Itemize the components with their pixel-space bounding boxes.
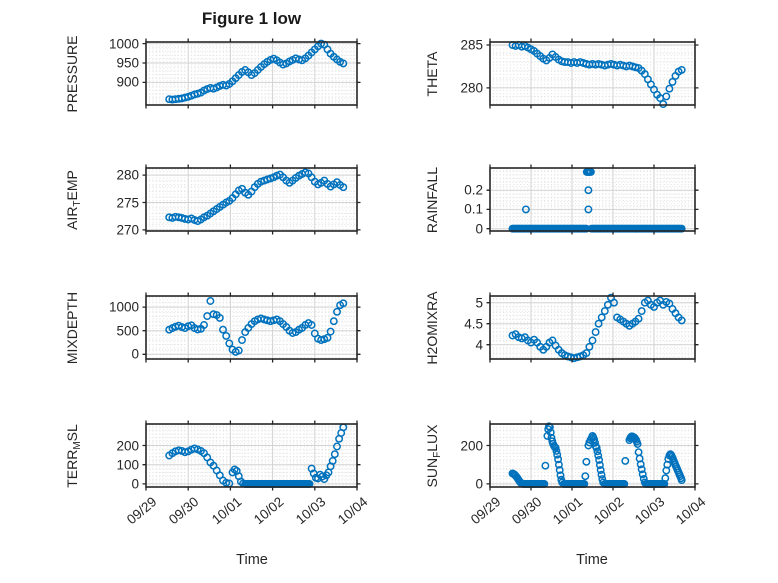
ylabel-subscript: T — [72, 199, 83, 207]
y-tick-label-air-temp-2: 280 — [116, 167, 139, 183]
tick-marks — [142, 164, 361, 235]
scatter-markers-air-temp — [165, 168, 348, 226]
axes-box — [145, 295, 358, 360]
scatter-markers-theta — [508, 41, 686, 109]
ylabel-sun-flux: SUNFLUX — [422, 376, 443, 536]
minor-grid — [490, 296, 695, 359]
y-tick-label-rainfall-0: 0 — [475, 221, 483, 237]
subplot-mixdepth — [142, 292, 361, 363]
y-tick-label-sun-flux-1: 200 — [460, 438, 483, 454]
axes-box — [145, 167, 358, 232]
scatter-markers-mixdepth — [165, 297, 348, 356]
subplot-sun-flux — [486, 420, 699, 491]
tick-marks — [486, 38, 699, 109]
tick-marks — [142, 420, 361, 491]
tick-marks — [486, 420, 699, 491]
y-tick-label-terr-msl-1: 100 — [116, 457, 139, 473]
ylabel-text: THETA — [424, 51, 440, 96]
ylabel-text: SUN — [424, 457, 440, 487]
ylabel-text: PRESSURE — [64, 34, 80, 113]
y-tick-label-mixdepth-1: 500 — [116, 323, 139, 339]
axes-box — [489, 167, 696, 232]
y-tick-label-h2omixra-0: 4 — [475, 337, 483, 353]
ylabel-text: SL — [64, 423, 80, 441]
subplot-theta — [486, 38, 699, 109]
axes-box — [145, 423, 358, 488]
scatter-markers-sun-flux — [508, 422, 686, 488]
tick-marks — [486, 292, 699, 363]
y-tick-label-air-temp-0: 270 — [116, 222, 139, 238]
ylabel-terr-msl: TERRMSL — [62, 376, 83, 536]
y-tick-label-sun-flux-0: 0 — [475, 476, 483, 492]
y-tick-label-terr-msl-2: 200 — [116, 438, 139, 454]
subplot-terr-msl — [142, 420, 361, 491]
axes-box — [145, 41, 358, 106]
major-grid — [490, 424, 695, 487]
tick-marks — [486, 164, 699, 235]
major-grid — [490, 42, 695, 105]
subplot-rainfall — [486, 164, 699, 235]
minor-grid — [490, 168, 695, 231]
subplot-pressure — [142, 38, 361, 109]
xlabel-time-right: Time — [576, 552, 608, 568]
axes-box — [489, 295, 696, 360]
y-tick-label-terr-msl-0: 0 — [131, 476, 139, 492]
y-tick-label-theta-1: 285 — [460, 37, 483, 53]
y-tick-label-pressure-2: 1000 — [108, 36, 139, 52]
y-tick-label-h2omixra-2: 5 — [475, 295, 483, 311]
major-grid — [146, 168, 357, 231]
subplot-h2omixra — [486, 292, 699, 363]
ylabel-text: RAINFALL — [424, 166, 440, 233]
y-tick-label-rainfall-1: 0.1 — [464, 201, 483, 217]
tick-marks — [142, 292, 361, 363]
ylabel-text: LUX — [424, 424, 440, 452]
y-tick-label-pressure-0: 900 — [116, 74, 139, 90]
minor-grid — [490, 42, 695, 105]
subplot-air-temp — [142, 164, 361, 235]
y-tick-label-theta-0: 280 — [460, 80, 483, 96]
major-grid — [146, 42, 357, 105]
ylabel-text: H2OMIXRA — [424, 290, 440, 365]
y-tick-label-rainfall-2: 0.2 — [464, 182, 483, 198]
scatter-markers-pressure — [165, 39, 348, 104]
ylabel-text: EMP — [64, 169, 80, 200]
y-tick-label-mixdepth-0: 0 — [131, 346, 139, 362]
ylabel-subscript: M — [72, 440, 83, 450]
ylabel-text: AIR — [64, 206, 80, 230]
scatter-markers-rainfall — [508, 167, 686, 233]
ylabel-subscript: F — [432, 451, 443, 458]
y-tick-label-h2omixra-1: 4.5 — [464, 316, 483, 332]
y-tick-label-pressure-1: 950 — [116, 55, 139, 71]
axes-box — [489, 41, 696, 106]
minor-grid — [146, 424, 357, 487]
ylabel-text: MIXDEPTH — [64, 291, 80, 364]
ylabel-text: TERR — [64, 449, 80, 488]
figure-title: Figure 1 low — [201, 9, 302, 28]
y-tick-label-mixdepth-2: 1000 — [108, 299, 139, 315]
tick-marks — [142, 38, 361, 109]
y-tick-label-air-temp-1: 275 — [116, 195, 139, 211]
axes-box — [489, 423, 696, 488]
xlabel-time-left: Time — [236, 552, 268, 568]
major-grid — [490, 168, 695, 231]
